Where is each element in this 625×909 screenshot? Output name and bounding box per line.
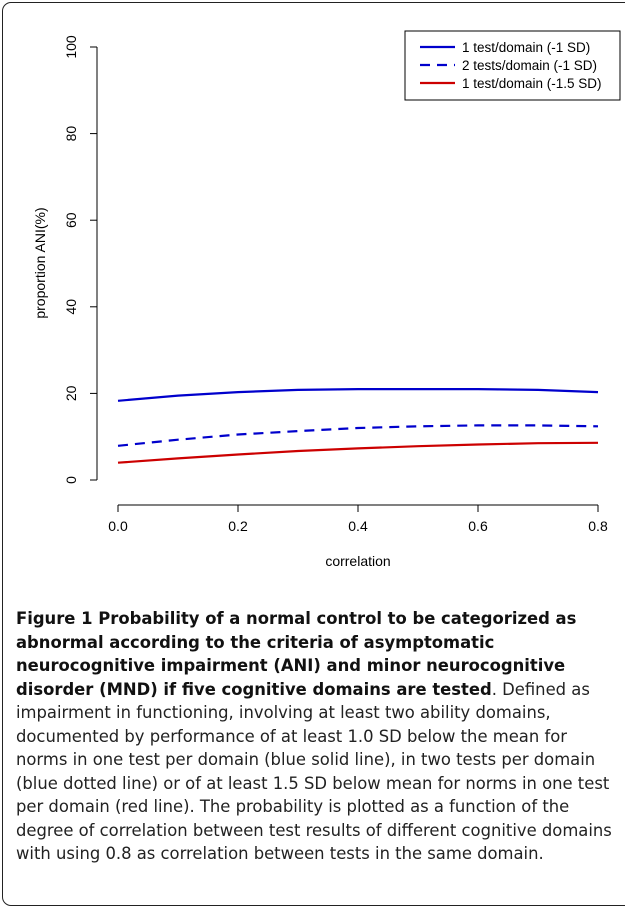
y-axis-ticks: 0 20 40 60 80 100 <box>63 35 97 484</box>
x-tick-label: 0.8 <box>588 518 608 534</box>
y-tick-label: 20 <box>63 385 79 401</box>
series-line-2 <box>117 424 599 447</box>
series-line-3 <box>117 441 599 464</box>
legend: 1 test/domain (-1 SD) 2 tests/domain (-1 … <box>404 30 621 101</box>
y-tick-label: 0 <box>63 476 79 484</box>
legend-items: 1 test/domain (-1 SD) 2 tests/domain (-1 … <box>420 40 602 91</box>
figure-caption: Figure 1 Probability of a normal control… <box>16 607 620 866</box>
x-tick-label: 0.6 <box>468 518 488 534</box>
y-tick-label: 100 <box>63 35 79 59</box>
line-chart: 0.0 0.2 0.4 0.6 0.8 0 20 40 60 80 100 correlation… <box>32 30 621 569</box>
legend-label-3: 1 test/domain (-1.5 SD) <box>462 76 602 91</box>
y-axis-label: proportion ANI(%) <box>32 207 48 318</box>
caption-body: . Defined as impairment in functioning, … <box>16 679 612 864</box>
caption-title: Figure 1 Probability of a normal control… <box>16 609 577 699</box>
x-tick-label: 0.0 <box>108 518 128 534</box>
y-tick-label: 60 <box>63 212 79 228</box>
legend-label-2: 2 tests/domain (-1 SD) <box>462 58 597 73</box>
y-tick-label: 80 <box>63 126 79 142</box>
x-tick-label: 0.4 <box>348 518 368 534</box>
x-axis-label: correlation <box>325 553 390 569</box>
legend-label-1: 1 test/domain (-1 SD) <box>462 40 590 55</box>
x-axis-ticks: 0.0 0.2 0.4 0.6 0.8 <box>108 505 608 534</box>
y-tick-label: 40 <box>63 299 79 315</box>
plot-box <box>96 47 598 506</box>
series-line-1 <box>117 388 599 402</box>
series-lines <box>117 388 599 464</box>
x-tick-label: 0.2 <box>228 518 248 534</box>
